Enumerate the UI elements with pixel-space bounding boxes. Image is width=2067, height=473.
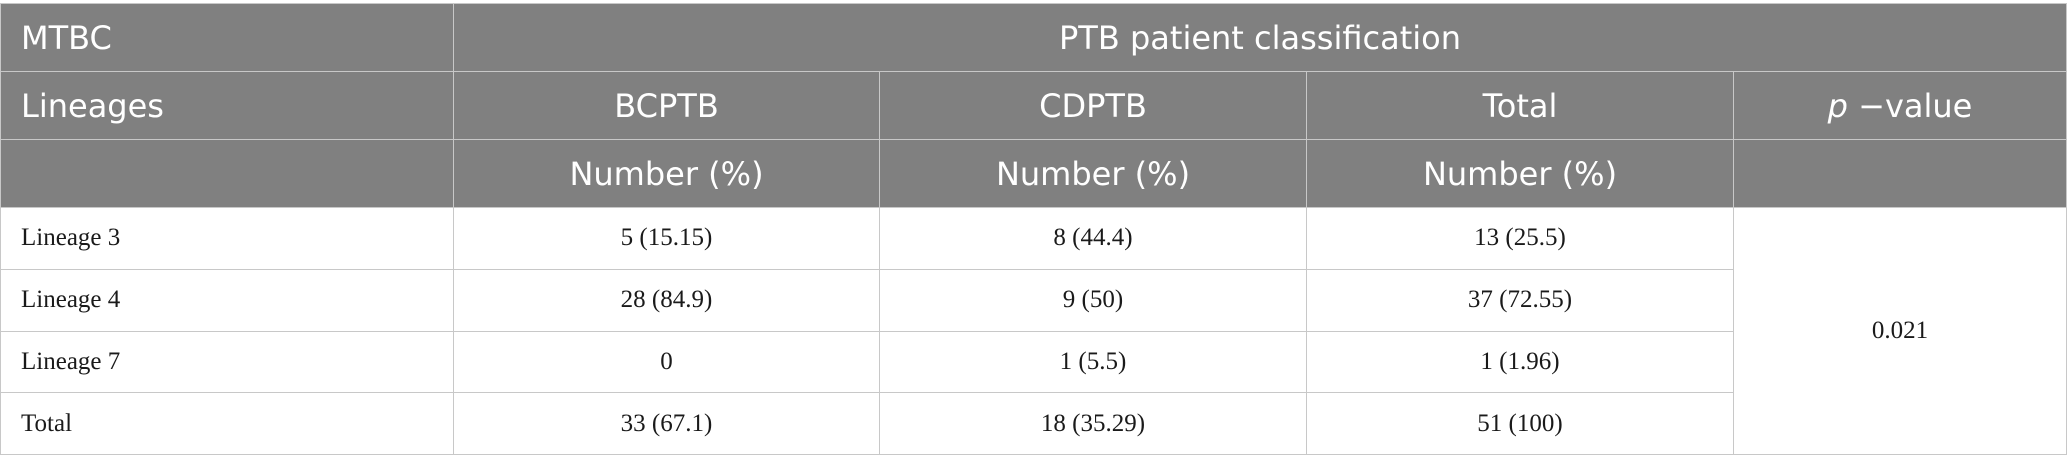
- header-row-1: MTBC PTB patient classification: [0, 3, 2067, 72]
- lineage-cell: Lineage 4: [0, 268, 454, 332]
- header-row-2: Lineages BCPTB CDPTB Total p −value: [0, 71, 2067, 140]
- table-row: Total 33 (67.1) 18 (35.29) 51 (100): [0, 392, 2067, 455]
- header-cdptb: CDPTB: [879, 71, 1307, 140]
- header-ptb-classification: PTB patient classification: [453, 3, 2067, 72]
- header-bcptb-unit: Number (%): [453, 139, 880, 208]
- total-cell: 13 (25.5): [1306, 207, 1734, 270]
- header-lineages: Lineages: [0, 71, 454, 140]
- table-row: Lineage 7 0 1 (5.5) 1 (1.96): [0, 330, 2067, 394]
- lineage-classification-table: MTBC PTB patient classification Lineages…: [0, 3, 2067, 455]
- table-body: Lineage 3 5 (15.15) 8 (44.4) 13 (25.5) 0…: [0, 207, 2067, 455]
- header-bcptb: BCPTB: [453, 71, 880, 140]
- p-value-cell: 0.021: [1733, 207, 2067, 455]
- lineage-cell: Total: [0, 392, 454, 455]
- table-row: Lineage 4 28 (84.9) 9 (50) 37 (72.55): [0, 268, 2067, 332]
- header-empty-cell: [0, 139, 454, 208]
- bcptb-cell: 33 (67.1): [453, 392, 880, 455]
- table-header: MTBC PTB patient classification Lineages…: [0, 3, 2067, 208]
- table-row: Lineage 3 5 (15.15) 8 (44.4) 13 (25.5) 0…: [0, 207, 2067, 455]
- bcptb-cell: 0: [453, 330, 880, 394]
- header-empty-cell: [1733, 139, 2067, 208]
- header-total-unit: Number (%): [1306, 139, 1734, 208]
- total-cell: 51 (100): [1306, 392, 1734, 455]
- total-cell: 37 (72.55): [1306, 268, 1734, 332]
- header-total: Total: [1306, 71, 1734, 140]
- total-cell: 1 (1.96): [1306, 330, 1734, 394]
- p-letter: p: [1827, 86, 1848, 125]
- header-row-3: Number (%) Number (%) Number (%): [0, 139, 2067, 208]
- header-p-value: p −value: [1733, 71, 2067, 140]
- cdptb-cell: 1 (5.5): [879, 330, 1307, 394]
- lineage-cell: Lineage 7: [0, 330, 454, 394]
- value-suffix: −value: [1847, 86, 1973, 125]
- bcptb-cell: 28 (84.9): [453, 268, 880, 332]
- header-mtbc: MTBC: [0, 3, 454, 72]
- lineage-cell: Lineage 3: [0, 207, 454, 270]
- cdptb-cell: 8 (44.4): [879, 207, 1307, 270]
- bcptb-cell: 5 (15.15): [453, 207, 880, 270]
- header-cdptb-unit: Number (%): [879, 139, 1307, 208]
- cdptb-cell: 9 (50): [879, 268, 1307, 332]
- cdptb-cell: 18 (35.29): [879, 392, 1307, 455]
